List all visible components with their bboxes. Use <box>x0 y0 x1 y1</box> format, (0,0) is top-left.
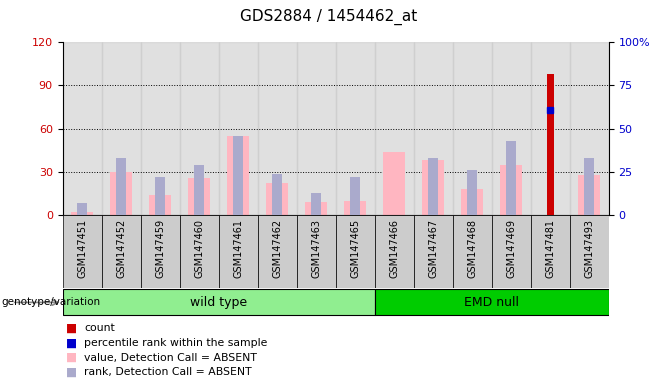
Bar <box>272 174 282 215</box>
Text: GSM147463: GSM147463 <box>311 219 321 278</box>
Bar <box>453 42 492 215</box>
Bar <box>414 42 453 215</box>
Text: GDS2884 / 1454462_at: GDS2884 / 1454462_at <box>240 9 418 25</box>
Bar <box>311 193 321 215</box>
Text: GSM147481: GSM147481 <box>545 219 555 278</box>
Text: GSM147469: GSM147469 <box>506 219 516 278</box>
Bar <box>578 175 600 215</box>
Bar <box>149 195 171 215</box>
Bar <box>570 215 609 288</box>
Bar <box>547 74 553 215</box>
Bar <box>467 170 477 215</box>
Text: GSM147460: GSM147460 <box>194 219 204 278</box>
Text: ■: ■ <box>66 336 77 349</box>
Bar <box>101 42 141 215</box>
Bar <box>384 152 405 215</box>
Text: genotype/variation: genotype/variation <box>1 297 101 308</box>
Bar <box>141 42 180 215</box>
Bar <box>453 215 492 288</box>
Bar <box>297 215 336 288</box>
Bar <box>116 158 126 215</box>
Text: GSM147468: GSM147468 <box>467 219 477 278</box>
Text: GSM147451: GSM147451 <box>77 219 87 278</box>
Bar <box>530 42 570 215</box>
Bar <box>570 42 609 215</box>
Bar <box>111 172 132 215</box>
Text: wild type: wild type <box>190 296 247 309</box>
Bar <box>530 215 570 288</box>
Bar <box>63 290 374 315</box>
Bar <box>584 158 594 215</box>
Bar <box>374 215 414 288</box>
Bar <box>63 42 101 215</box>
Bar <box>492 215 530 288</box>
Text: GSM147466: GSM147466 <box>389 219 399 278</box>
Bar <box>180 215 218 288</box>
Bar <box>227 136 249 215</box>
Text: GSM147459: GSM147459 <box>155 219 165 278</box>
Bar <box>336 215 374 288</box>
Text: ■: ■ <box>66 366 77 379</box>
Bar <box>350 177 360 215</box>
Bar <box>194 165 204 215</box>
Text: GSM147467: GSM147467 <box>428 219 438 278</box>
Text: GSM147461: GSM147461 <box>233 219 243 278</box>
Bar <box>101 215 141 288</box>
Text: count: count <box>84 323 115 333</box>
Bar <box>297 42 336 215</box>
Bar <box>141 215 180 288</box>
Text: rank, Detection Call = ABSENT: rank, Detection Call = ABSENT <box>84 367 252 377</box>
Bar <box>155 177 165 215</box>
Bar <box>374 290 609 315</box>
Bar <box>77 203 87 215</box>
Text: GSM147462: GSM147462 <box>272 219 282 278</box>
Bar <box>305 202 327 215</box>
Text: value, Detection Call = ABSENT: value, Detection Call = ABSENT <box>84 353 257 362</box>
Text: GSM147493: GSM147493 <box>584 219 594 278</box>
Bar <box>414 215 453 288</box>
Bar <box>71 212 93 215</box>
Bar <box>428 158 438 215</box>
Bar <box>233 136 243 215</box>
Bar <box>180 42 218 215</box>
Bar <box>257 215 297 288</box>
Bar <box>422 161 444 215</box>
Bar <box>266 184 288 215</box>
Bar <box>506 141 516 215</box>
Text: GSM147452: GSM147452 <box>116 219 126 278</box>
Bar <box>257 42 297 215</box>
Bar <box>500 165 522 215</box>
Bar <box>374 42 414 215</box>
Bar <box>336 42 374 215</box>
Bar <box>188 177 210 215</box>
Bar <box>344 200 366 215</box>
Text: EMD null: EMD null <box>464 296 519 309</box>
Bar <box>63 215 101 288</box>
Text: ■: ■ <box>66 351 77 364</box>
Bar <box>218 42 257 215</box>
Bar <box>218 215 257 288</box>
Bar <box>492 42 530 215</box>
Text: ■: ■ <box>66 322 77 335</box>
Text: GSM147465: GSM147465 <box>350 219 360 278</box>
Bar <box>461 189 483 215</box>
Text: percentile rank within the sample: percentile rank within the sample <box>84 338 268 348</box>
